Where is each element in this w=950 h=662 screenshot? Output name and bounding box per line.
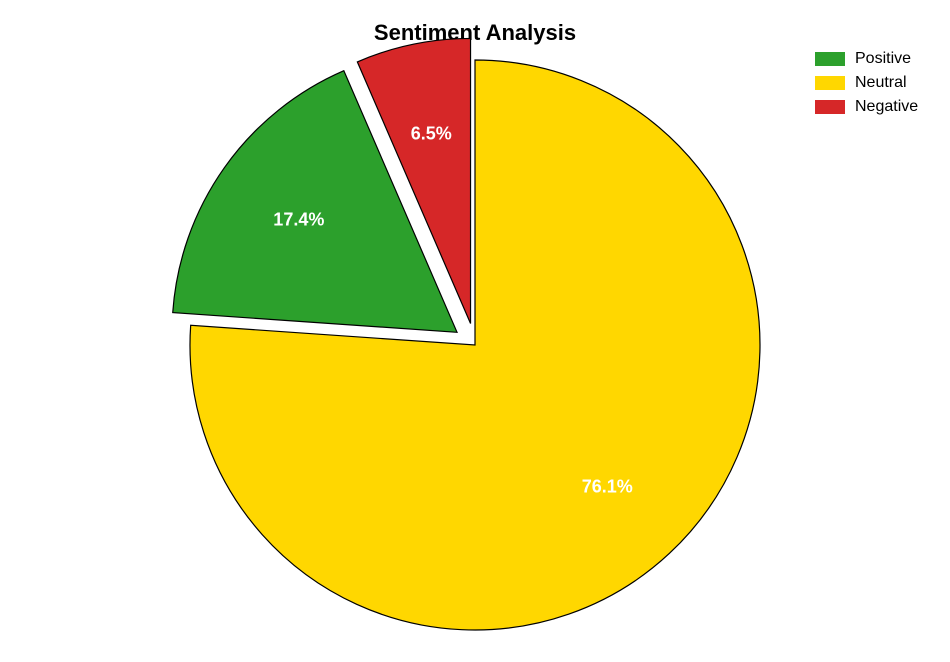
legend-item: Neutral	[815, 71, 918, 95]
legend-swatch	[815, 52, 845, 66]
legend-item: Positive	[815, 47, 918, 71]
legend-label: Neutral	[855, 74, 907, 92]
pie-slice-label: 76.1%	[582, 476, 633, 497]
legend-label: Negative	[855, 98, 918, 116]
legend-swatch	[815, 100, 845, 114]
pie-chart	[163, 33, 787, 657]
legend: Positive Neutral Negative	[815, 47, 918, 119]
legend-swatch	[815, 76, 845, 90]
chart-container: Sentiment Analysis PositiveNeutralNegati…	[0, 0, 950, 662]
pie-slice-label: 17.4%	[273, 210, 324, 231]
pie-slice-label: 6.5%	[411, 123, 452, 144]
legend-item: Negative	[815, 95, 918, 119]
legend-label: Positive	[855, 50, 911, 68]
